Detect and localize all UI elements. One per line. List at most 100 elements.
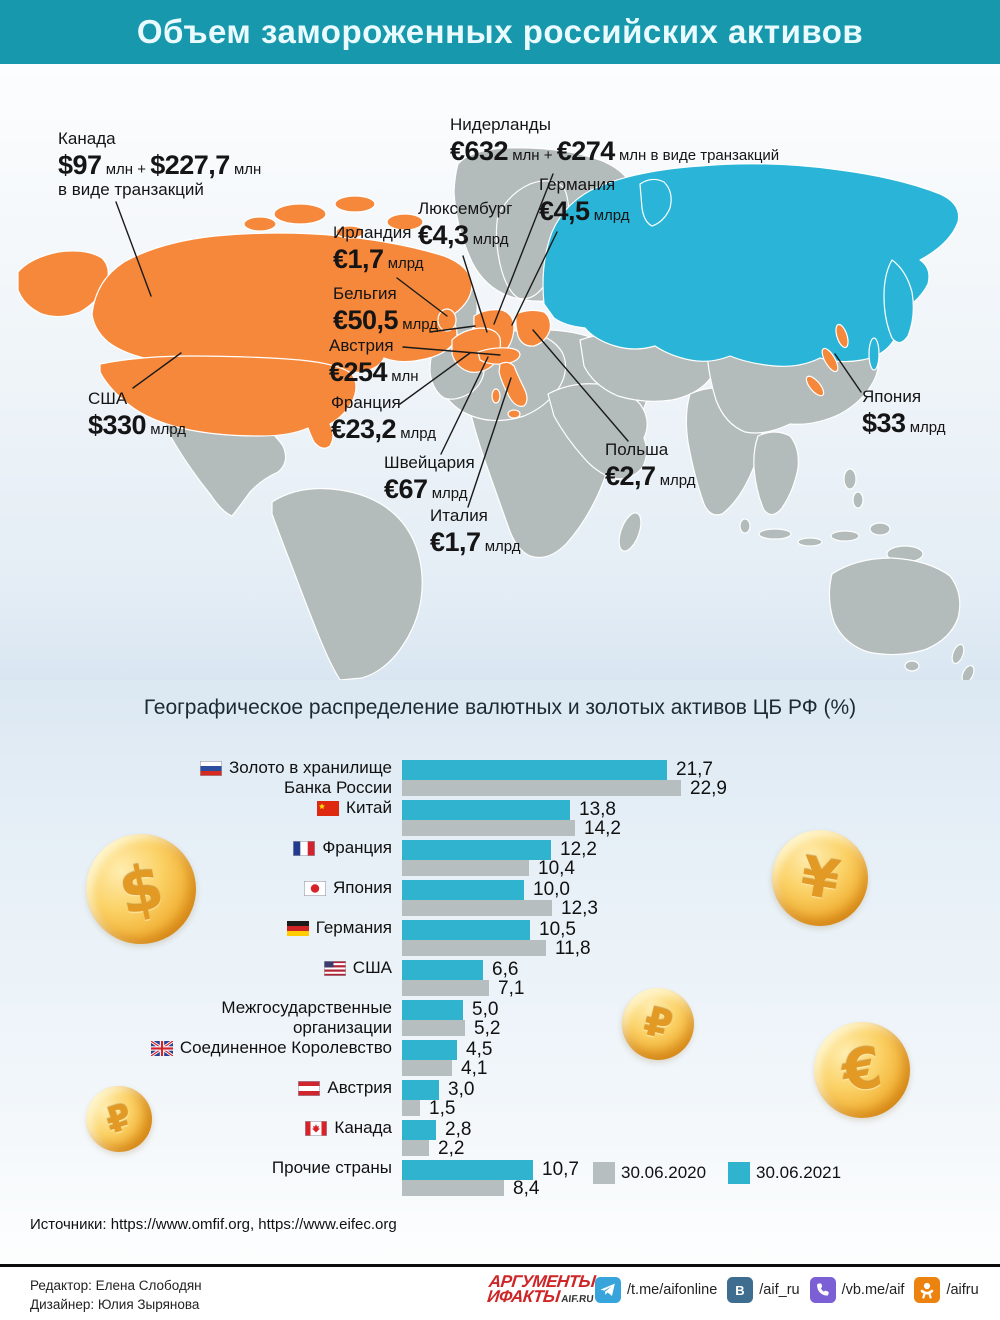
callout-country: Япония — [862, 387, 922, 406]
value-2021: 6,6 — [492, 959, 519, 980]
row-label: Канада — [0, 1118, 392, 1141]
social-handle[interactable]: /aif_ru — [759, 1282, 800, 1298]
telegram-icon[interactable] — [595, 1277, 621, 1303]
leader-line-switzerland — [440, 356, 489, 455]
social-handle[interactable]: /aifru — [946, 1282, 979, 1298]
value-2021: 4,5 — [466, 1039, 493, 1060]
callout-value: €254 млн — [329, 356, 419, 387]
chart-row: Канада 2,8 2,2 — [0, 1118, 1000, 1159]
callout-value: €67 млрд — [384, 473, 468, 504]
bar-2021 — [402, 920, 530, 940]
social-handle[interactable]: /vb.me/aif — [841, 1282, 905, 1298]
bar-2021 — [402, 880, 524, 900]
footer: Редактор: Елена Слободян Дизайнер: Юлия … — [0, 1267, 1000, 1320]
leader-line-poland — [532, 329, 629, 442]
bar-2021 — [402, 1080, 439, 1100]
value-2020: 10,4 — [538, 858, 575, 879]
legend-swatch — [728, 1162, 750, 1184]
callout-note: в виде транзакций — [58, 180, 204, 200]
value-2021: 2,8 — [445, 1119, 472, 1140]
social-telegram[interactable]: /t.me/aifonline — [595, 1277, 717, 1303]
leader-line-france — [399, 352, 471, 405]
callout-country: Франция — [331, 393, 401, 412]
bar-2021 — [402, 1000, 463, 1020]
leader-line-germany — [511, 231, 558, 326]
credit-designer: Дизайнер: Юлия Зырянова — [30, 1297, 200, 1312]
ok-icon[interactable] — [914, 1277, 941, 1303]
row-label: Германия — [0, 918, 392, 941]
row-label: Япония — [0, 878, 392, 901]
map-region-sakhalin — [868, 337, 880, 371]
callout-switzerland: Швейцария €67 млрд — [384, 454, 475, 503]
value-2020: 11,8 — [555, 938, 591, 959]
callout-luxembourg: Люксембург €4,3 млрд — [418, 200, 512, 249]
bar-2021 — [402, 1120, 436, 1140]
value-2020: 2,2 — [438, 1138, 465, 1159]
callout-value: $330 млрд — [88, 409, 187, 440]
social-ok[interactable]: /aifru — [914, 1277, 979, 1303]
callout-country: Швейцария — [384, 453, 475, 472]
world-map — [17, 147, 975, 680]
map-region-italy — [498, 361, 528, 407]
world-map-section: Канада $97 млн + $227,7 млн в виде транзак… — [0, 64, 1000, 680]
row-label: Китай — [0, 798, 392, 821]
value-2020: 14,2 — [584, 818, 621, 839]
value-2021: 3,0 — [448, 1079, 475, 1100]
chart-row: Соединенное Королевство 4,5 4,1 — [0, 1038, 1000, 1079]
flag-icon-cn — [317, 801, 340, 821]
chart-row: Межгосударственные организации 5,0 5,2 — [0, 998, 1000, 1039]
callout-netherlands: Нидерланды €632 млн + €274 млн в виде тра… — [450, 116, 779, 165]
callout-country: Нидерланды — [450, 115, 551, 134]
value-2020: 5,2 — [474, 1018, 501, 1039]
svg-text:B: B — [736, 1283, 745, 1298]
callout-poland: Польша €2,7 млрд — [605, 441, 696, 490]
callout-country: Австрия — [329, 336, 394, 355]
callout-germany: Германия €4,5 млрд — [539, 176, 630, 225]
bar-2021 — [402, 1160, 533, 1180]
row-label: Прочие страны — [271, 1158, 392, 1177]
row-label: Золото в хранилище Банка России — [0, 758, 392, 798]
chart-row: Япония 10,0 12,3 — [0, 878, 1000, 919]
callout-country: Германия — [539, 175, 616, 194]
map-region-se-asia — [753, 431, 799, 516]
map-region-japan-c — [821, 347, 839, 373]
callout-value: €1,7 млрд — [430, 526, 521, 557]
bar-2020 — [402, 940, 546, 956]
flag-icon-fr — [293, 841, 316, 861]
sources-text: Источники: https://www.omfif.org, https:… — [30, 1216, 397, 1233]
chart-legend: 30.06.2020 30.06.2021 — [0, 1162, 1000, 1186]
bar-2020 — [402, 1140, 429, 1156]
callout-value: €4,3 млрд — [418, 219, 509, 250]
distribution-chart-section: Географическое распределение валютных и … — [0, 680, 1000, 1265]
map-region-madagascar — [618, 512, 642, 552]
vk-icon[interactable]: B — [727, 1277, 754, 1303]
chart-title: Географическое распределение валютных и … — [143, 696, 857, 719]
leader-line-luxembourg — [462, 255, 488, 333]
callout-country: Ирландия — [333, 223, 412, 242]
value-2020: 4,1 — [461, 1058, 488, 1079]
leader-line-netherlands — [493, 173, 554, 325]
callout-country: Польша — [605, 440, 669, 459]
legend-label: 30.06.2020 — [621, 1163, 707, 1182]
callout-leader-lines — [115, 173, 862, 508]
map-region-kamchatka — [883, 259, 914, 344]
legend-swatch — [593, 1162, 615, 1184]
social-handle[interactable]: /t.me/aifonline — [627, 1282, 718, 1298]
row-label: Соединенное Королевство — [0, 1038, 392, 1061]
callout-country: Канада — [58, 129, 116, 148]
bar-2021 — [402, 1040, 457, 1060]
callout-austria: Австрия €254 млн — [329, 337, 419, 386]
social-vk[interactable]: B/aif_ru — [727, 1277, 800, 1303]
bar-2020 — [402, 780, 681, 796]
chart-row: Австрия 3,0 1,5 — [0, 1078, 1000, 1119]
social-viber[interactable]: /vb.me/aif — [809, 1277, 905, 1303]
bar-2020 — [402, 1180, 504, 1196]
page-title: Объем замороженных российских активов — [136, 13, 864, 50]
bar-2020 — [402, 1020, 465, 1036]
viber-icon[interactable] — [809, 1277, 836, 1303]
callout-country: Бельгия — [333, 284, 397, 303]
bar-2020 — [402, 980, 489, 996]
map-region-novaya-zemlya — [639, 178, 672, 227]
value-2021: 10,7 — [542, 1159, 579, 1180]
